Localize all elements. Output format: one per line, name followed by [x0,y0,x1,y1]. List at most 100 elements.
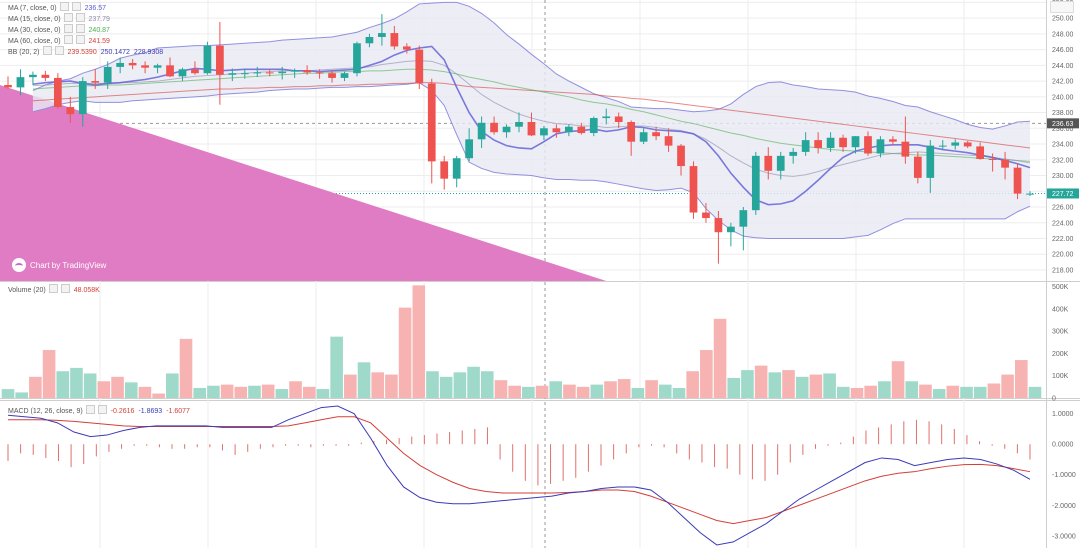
candle[interactable] [502,124,511,138]
candle[interactable] [577,122,586,135]
volume-bar[interactable] [29,376,42,398]
candle[interactable] [689,161,698,219]
volume-bar[interactable] [494,380,508,398]
candle[interactable] [851,136,860,154]
candle[interactable] [801,132,810,156]
volume-bar[interactable] [850,387,864,398]
eye-icon[interactable] [63,13,73,22]
triangle-pattern-shape[interactable] [0,85,607,282]
volume-bar[interactable] [1001,374,1014,398]
volume-bar[interactable] [987,383,1001,399]
candle[interactable] [739,207,748,251]
candle[interactable] [477,116,486,148]
volume-bar[interactable] [563,384,576,398]
volume-bar[interactable] [617,379,631,398]
legend-macd[interactable]: MACD (12, 26, close, 9) -0.2616 -1.8693 -1.… [8,405,190,417]
candle[interactable] [963,140,972,148]
volume-bar[interactable] [207,385,220,398]
volume-bar[interactable] [973,386,987,398]
candle[interactable] [328,70,336,83]
volume-bar[interactable] [453,372,467,398]
volume-bar[interactable] [795,376,809,398]
volume-bar[interactable] [124,382,138,398]
volume-bar[interactable] [878,381,891,398]
volume-bar[interactable] [152,393,165,398]
settings-icon[interactable] [75,35,85,44]
candle[interactable] [913,151,922,184]
candle[interactable] [540,125,548,141]
volume-bar[interactable] [823,373,836,398]
candle[interactable] [664,128,673,152]
candlestick-series[interactable] [4,14,1034,264]
volume-bar[interactable] [385,374,398,398]
volume-bar[interactable] [426,371,439,398]
volume-bar[interactable] [275,389,289,398]
settings-icon[interactable] [60,284,70,293]
candle[interactable] [153,63,162,74]
volume-bar[interactable] [672,387,686,398]
settings-icon[interactable] [54,46,64,55]
candle[interactable] [776,151,785,180]
candle[interactable] [1013,163,1022,200]
candle[interactable] [652,126,660,141]
candle[interactable] [353,41,361,77]
candle[interactable] [390,25,399,50]
candle[interactable] [315,69,324,79]
settings-icon[interactable] [97,405,107,414]
volume-bar[interactable] [83,373,97,398]
candle[interactable] [465,128,474,162]
volume-bar[interactable] [891,361,905,398]
candle[interactable] [515,112,523,133]
legend-ma30[interactable]: MA (30, close, 0) 240.87 [8,24,110,36]
candle[interactable] [552,124,561,138]
candle[interactable] [16,69,25,96]
candle[interactable] [490,116,498,135]
candle[interactable] [166,57,174,78]
candle[interactable] [714,210,723,264]
eye-icon[interactable] [63,24,73,33]
candle[interactable] [290,68,299,78]
candle[interactable] [677,144,685,176]
candle[interactable] [814,132,822,154]
volume-bar[interactable] [522,386,535,398]
volume-bar[interactable] [700,350,713,398]
volume-bar[interactable] [727,377,741,398]
volume-bar[interactable] [864,385,877,398]
volume-bar[interactable] [631,387,645,398]
eye-icon[interactable] [59,2,69,11]
settings-icon[interactable] [71,2,81,11]
volume-bar[interactable] [234,386,248,398]
candle[interactable] [564,124,573,137]
candle[interactable] [203,41,212,75]
volume-bar[interactable] [480,371,494,398]
candle[interactable] [415,45,424,89]
candle[interactable] [839,134,847,152]
candle[interactable] [789,147,798,164]
volume-bar[interactable] [905,381,919,398]
candle[interactable] [141,61,149,74]
candle[interactable] [427,78,436,184]
volume-bar[interactable] [686,371,699,398]
volume-bar[interactable] [357,362,371,398]
candle[interactable] [988,153,997,172]
candle[interactable] [265,69,274,77]
candle[interactable] [727,222,735,247]
candle[interactable] [614,112,623,129]
settings-icon[interactable] [75,24,85,33]
volume-bar[interactable] [768,372,782,398]
volume-bar[interactable] [549,381,563,398]
volume-bar[interactable] [960,386,973,398]
candle[interactable] [876,136,885,158]
candle[interactable] [751,151,760,215]
candle[interactable] [864,131,872,156]
candle[interactable] [103,61,112,89]
candle[interactable] [951,139,960,150]
candle[interactable] [240,68,249,79]
volume-bar[interactable] [289,381,302,398]
candle[interactable] [602,108,611,125]
volume-bar[interactable] [261,384,275,398]
candle[interactable] [41,70,50,82]
legend-volume[interactable]: Volume (20) 48.058K [8,284,100,296]
volume-bar[interactable] [330,336,343,398]
